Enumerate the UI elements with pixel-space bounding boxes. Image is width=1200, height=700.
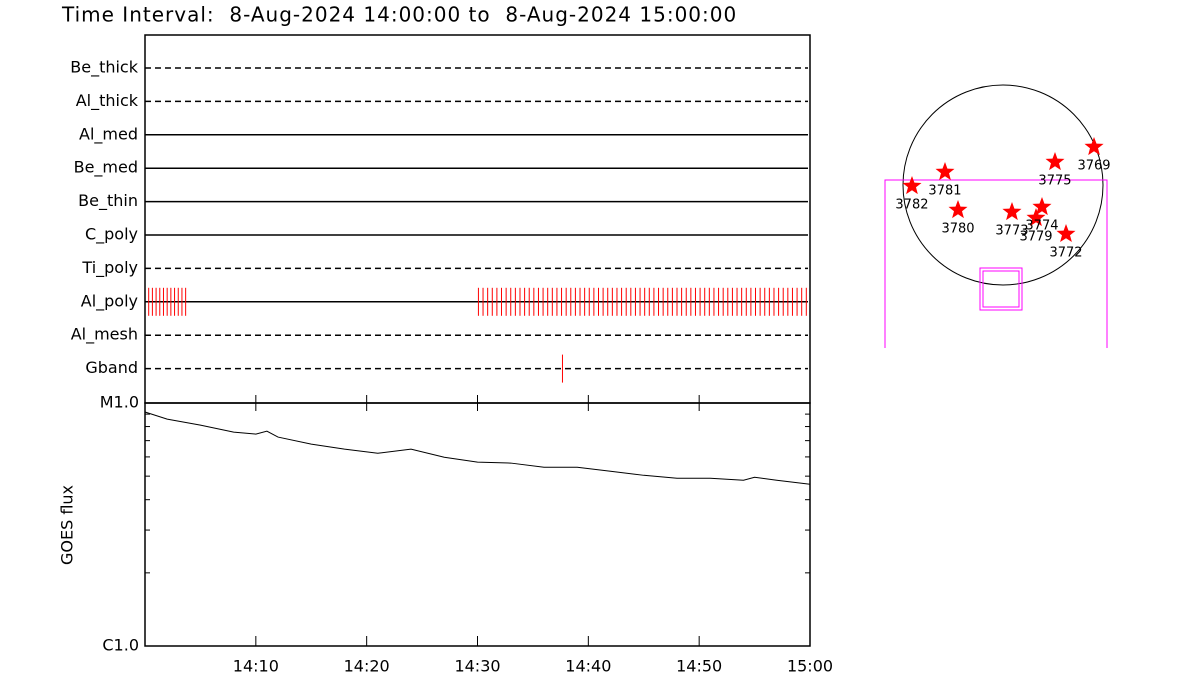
active-region-label: 3781 — [928, 183, 961, 198]
filter-label: Ti_poly — [81, 258, 138, 278]
active-region-label: 3775 — [1038, 173, 1071, 188]
filter-label: Al_thick — [76, 91, 139, 111]
active-region — [1032, 197, 1052, 216]
sun-map — [884, 84, 1108, 348]
filter-label: Be_med — [74, 158, 138, 178]
active-region-label: 3773 — [995, 223, 1028, 238]
x-tick-label: 14:10 — [233, 657, 279, 676]
filter-label: Be_thin — [78, 191, 138, 211]
fov-box — [884, 179, 1108, 348]
active-region — [1084, 137, 1104, 156]
filter-label: C_poly — [85, 225, 138, 245]
x-tick-label: 14:40 — [565, 657, 611, 676]
filter-label: Al_med — [79, 124, 138, 144]
active-region — [935, 162, 955, 181]
fov-box-inner — [982, 270, 1020, 308]
filter-label: Al_poly — [81, 291, 138, 311]
active-region — [1056, 224, 1076, 242]
chart-title: Time Interval: 8-Aug-2024 14:00:00 to 8-… — [61, 3, 737, 27]
fov-box-small — [979, 267, 1023, 311]
y-axis-label: GOES flux — [58, 485, 77, 565]
filter-label: Gband — [85, 358, 138, 377]
y-tick-label: C1.0 — [102, 636, 139, 655]
x-tick-label: 14:20 — [344, 657, 390, 676]
active-region-label: 3769 — [1077, 158, 1110, 173]
active-region — [948, 200, 968, 219]
filter-label: Be_thick — [70, 58, 138, 78]
active-region-label: 3780 — [941, 222, 974, 237]
x-tick-label: 15:00 — [787, 657, 833, 676]
goes-line — [144, 411, 811, 485]
active-region-label: 3772 — [1049, 245, 1082, 260]
active-region-label: 3779 — [1019, 230, 1052, 245]
x-tick-label: 14:50 — [676, 657, 722, 676]
active-region — [1002, 202, 1022, 221]
active-region-label: 3774 — [1025, 218, 1058, 233]
active-region — [902, 176, 922, 195]
y-tick-label: M1.0 — [100, 393, 139, 412]
active-region — [1026, 208, 1046, 227]
x-tick-label: 14:30 — [454, 657, 500, 676]
active-region — [1045, 152, 1065, 171]
filter-label: Al_mesh — [71, 325, 138, 345]
active-region-label: 3782 — [895, 198, 928, 213]
solar-disk — [902, 84, 1104, 286]
